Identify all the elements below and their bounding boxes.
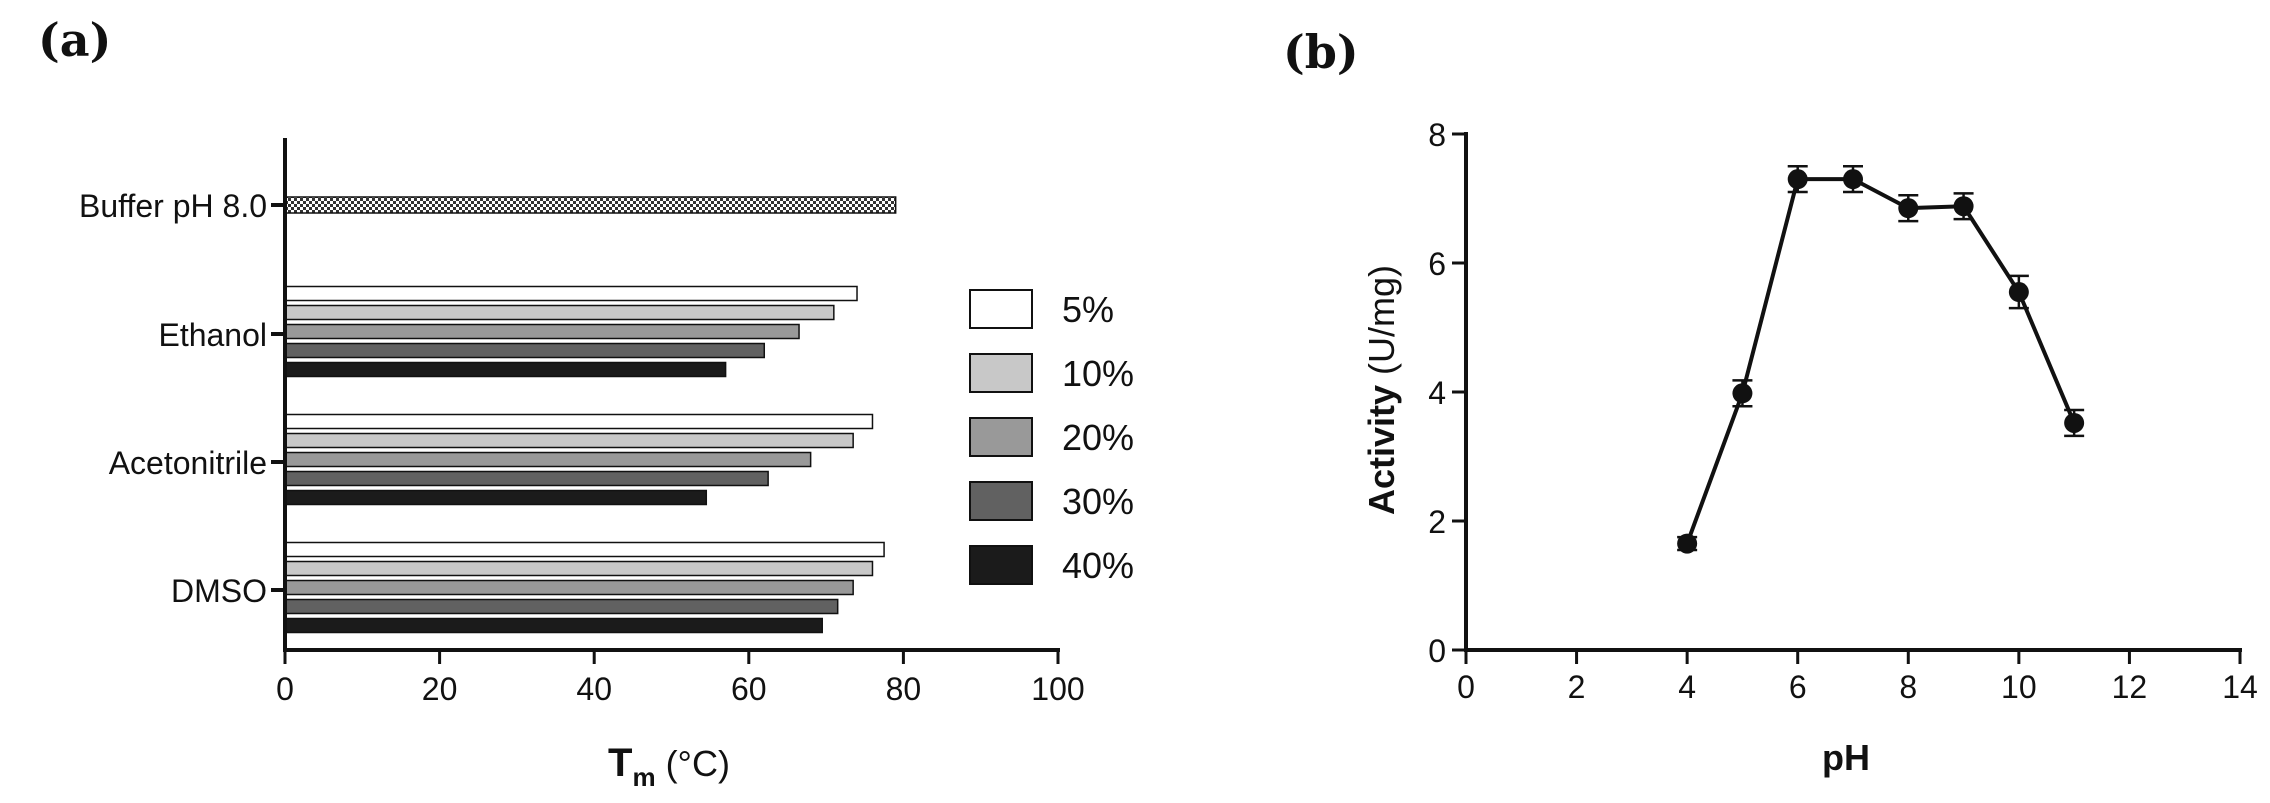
panel-b-label: (b): [1283, 25, 1359, 79]
legend-swatch-5pct: [969, 289, 1033, 329]
panel-b-y-tick-label: 8: [1428, 117, 1446, 153]
bar-ethanol-5pct: [284, 285, 858, 302]
data-point: [2064, 412, 2085, 433]
panel-a-x-tick-label: 40: [576, 671, 612, 707]
bar-acetonitrile-40pct: [284, 489, 708, 506]
panel-a-x-axis-label: Tm (°C): [608, 741, 730, 792]
legend-swatch-30pct: [969, 481, 1033, 521]
panel-a-label: (a): [38, 13, 111, 67]
bar-dmso-40pct: [284, 617, 823, 634]
panel-b-y-tick-label: 2: [1428, 504, 1446, 540]
bar-ethanol-30pct: [284, 342, 766, 359]
panel-a-category-label: DMSO: [171, 573, 267, 609]
panel-b-line-chart: (b) 0 2 4 6 8 10 12 14 0 2 4 6 8 pH Activity (U/mg): [1283, 25, 2258, 778]
panel-a-axes: 0 20 40 60 80 100 Buffer pH 8.0 Ethanol Acetonit…: [79, 138, 1085, 707]
data-point: [1898, 198, 1919, 219]
bar-dmso-30pct: [284, 598, 839, 615]
panel-b-axes: 0 2 4 6 8 10 12 14 0 2 4 6 8: [1428, 117, 2258, 705]
panel-b-x-axis-label: pH: [1822, 737, 1870, 778]
panel-b-y-axis-label: Activity (U/mg): [1361, 265, 1402, 515]
bar-dmso-5pct: [284, 541, 885, 558]
bar-acetonitrile-20pct: [284, 451, 812, 468]
panel-b-x-tick-label: 12: [2112, 669, 2148, 705]
legend-swatch-10pct: [969, 353, 1033, 393]
bar-buffer-ph-8: [284, 196, 897, 214]
panel-b-x-tick-label: 14: [2222, 669, 2258, 705]
data-point: [1677, 533, 1698, 554]
data-point: [1953, 196, 1974, 217]
panel-a-x-tick-label: 100: [1031, 671, 1084, 707]
panel-b-y-tick-label: 4: [1428, 375, 1446, 411]
panel-a-legend: 5% 10% 20% 30% 40%: [969, 289, 1134, 586]
panel-b-x-tick-label: 0: [1457, 669, 1475, 705]
legend-swatch-20pct: [969, 417, 1033, 457]
bar-acetonitrile-30pct: [284, 470, 769, 487]
bar-dmso-10pct: [284, 560, 874, 577]
panel-a-category-label: Ethanol: [158, 317, 267, 353]
panel-a-x-tick-label: 0: [276, 671, 294, 707]
panel-a-x-tick-label: 80: [886, 671, 922, 707]
legend-swatch-40pct: [969, 545, 1033, 585]
bar-dmso-20pct: [284, 579, 854, 596]
panel-a-category-label: Acetonitrile: [109, 445, 267, 481]
data-point: [1843, 169, 1863, 190]
panel-b-series: [1677, 165, 2085, 554]
data-point: [2008, 282, 2029, 303]
panel-a-category-label: Buffer pH 8.0: [79, 188, 267, 224]
panel-a-bars: [284, 196, 897, 634]
panel-a-x-tick-label: 60: [731, 671, 767, 707]
panel-b-y-tick-label: 0: [1428, 633, 1446, 669]
panel-b-x-tick-label: 8: [1899, 669, 1917, 705]
legend-label-5pct: 5%: [1062, 289, 1114, 330]
legend-label-40pct: 40%: [1062, 545, 1134, 586]
panel-b-x-tick-label: 2: [1568, 669, 1586, 705]
series-line: [1685, 177, 2076, 545]
bar-acetonitrile-10pct: [284, 432, 854, 449]
data-point: [1787, 169, 1808, 190]
panel-b-x-tick-label: 4: [1678, 669, 1696, 705]
data-point: [1732, 383, 1753, 404]
bar-acetonitrile-5pct: [284, 413, 874, 430]
panel-b-x-tick-label: 6: [1789, 669, 1807, 705]
legend-label-10pct: 10%: [1062, 353, 1134, 394]
panel-b-x-tick-label: 10: [2001, 669, 2037, 705]
bar-ethanol-40pct: [284, 361, 727, 378]
panel-a-bar-chart: (a) 0 20 40 60 80 100 Buffer pH 8.0 Ethanol Acet…: [38, 13, 1134, 792]
panel-a-x-tick-label: 20: [422, 671, 458, 707]
legend-label-20pct: 20%: [1062, 417, 1134, 458]
panel-b-y-tick-label: 6: [1428, 246, 1446, 282]
bar-ethanol-20pct: [284, 323, 800, 340]
bar-ethanol-10pct: [284, 304, 835, 321]
legend-label-30pct: 30%: [1062, 481, 1134, 522]
